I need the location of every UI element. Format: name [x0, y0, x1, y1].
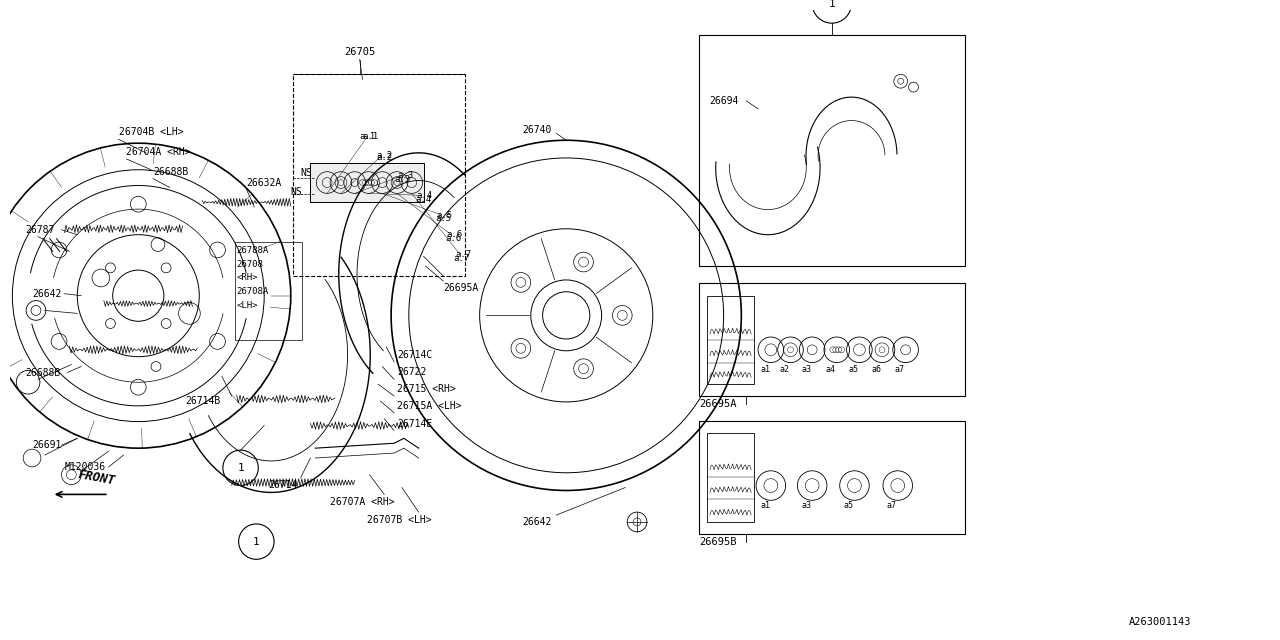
Text: a.4: a.4 [417, 191, 433, 200]
Text: 26788A: 26788A [237, 246, 269, 255]
Text: a.5: a.5 [435, 214, 452, 223]
Text: a.2: a.2 [376, 152, 393, 161]
Text: FRONT: FRONT [77, 468, 116, 487]
Text: 26708: 26708 [237, 260, 264, 269]
Text: a1: a1 [760, 365, 771, 374]
Text: 26787: 26787 [26, 225, 55, 235]
Text: A263001143: A263001143 [1129, 618, 1190, 627]
Text: a.7: a.7 [453, 254, 470, 263]
Text: 26705: 26705 [344, 47, 375, 57]
Text: <RH>: <RH> [237, 273, 259, 282]
Text: 26707B <LH>: 26707B <LH> [366, 515, 431, 525]
Bar [699, 283, 965, 396]
Text: a.3: a.3 [397, 171, 413, 180]
Bar [311, 163, 424, 202]
Text: a5: a5 [844, 500, 854, 509]
Text: a.1: a.1 [360, 132, 376, 141]
Text: <LH>: <LH> [237, 301, 259, 310]
Text: 26695A: 26695A [443, 283, 479, 293]
Text: 1: 1 [253, 536, 260, 547]
Text: a3: a3 [801, 500, 812, 509]
Text: 26632A: 26632A [247, 177, 282, 188]
Text: 26688B: 26688B [26, 369, 60, 378]
Text: 26708A: 26708A [237, 287, 269, 296]
Text: 26714B: 26714B [186, 396, 220, 406]
Text: 1: 1 [828, 0, 836, 8]
Bar [699, 35, 965, 266]
Bar [699, 420, 965, 534]
Text: a4: a4 [826, 365, 836, 374]
Text: a.2: a.2 [376, 154, 393, 163]
Text: 1: 1 [237, 463, 244, 473]
Text: a6: a6 [872, 365, 881, 374]
Text: 26715A <LH>: 26715A <LH> [397, 401, 462, 411]
Text: 26704A <RH>: 26704A <RH> [127, 147, 191, 157]
Bar [707, 296, 754, 384]
Text: 26714: 26714 [268, 479, 297, 490]
Text: a2: a2 [780, 365, 790, 374]
Text: M120036: M120036 [64, 462, 106, 472]
Text: 26714C: 26714C [397, 349, 433, 360]
Text: a1: a1 [760, 500, 771, 509]
Text: NS: NS [301, 168, 312, 178]
Text: a.3: a.3 [394, 175, 410, 184]
Text: 26642: 26642 [32, 289, 61, 299]
Text: 26704B <LH>: 26704B <LH> [119, 127, 183, 138]
Text: a.5: a.5 [436, 211, 453, 220]
Text: a3: a3 [801, 365, 812, 374]
Text: 26695A: 26695A [699, 399, 736, 409]
Text: 26695B: 26695B [699, 536, 736, 547]
Bar [293, 74, 465, 276]
Text: a.6: a.6 [445, 234, 461, 243]
Text: a.6: a.6 [447, 230, 462, 239]
Text: a.1: a.1 [362, 132, 379, 141]
Text: 26691: 26691 [32, 440, 61, 450]
Text: 26642: 26642 [522, 517, 552, 527]
Text: a7: a7 [895, 365, 905, 374]
Text: a5: a5 [849, 365, 859, 374]
Text: a.7: a.7 [456, 250, 471, 259]
Text: NS: NS [291, 188, 302, 197]
Text: 26722: 26722 [397, 367, 426, 378]
Text: 26740: 26740 [522, 125, 552, 136]
Text: 26714E: 26714E [397, 419, 433, 429]
Bar [234, 241, 302, 340]
Text: 26707A <RH>: 26707A <RH> [330, 497, 394, 508]
Text: 26688B: 26688B [154, 167, 188, 177]
Text: 26715 <RH>: 26715 <RH> [397, 384, 456, 394]
Text: a7: a7 [887, 500, 897, 509]
Text: 26694: 26694 [709, 96, 739, 106]
Bar [707, 433, 754, 522]
Text: a.4: a.4 [416, 195, 431, 204]
